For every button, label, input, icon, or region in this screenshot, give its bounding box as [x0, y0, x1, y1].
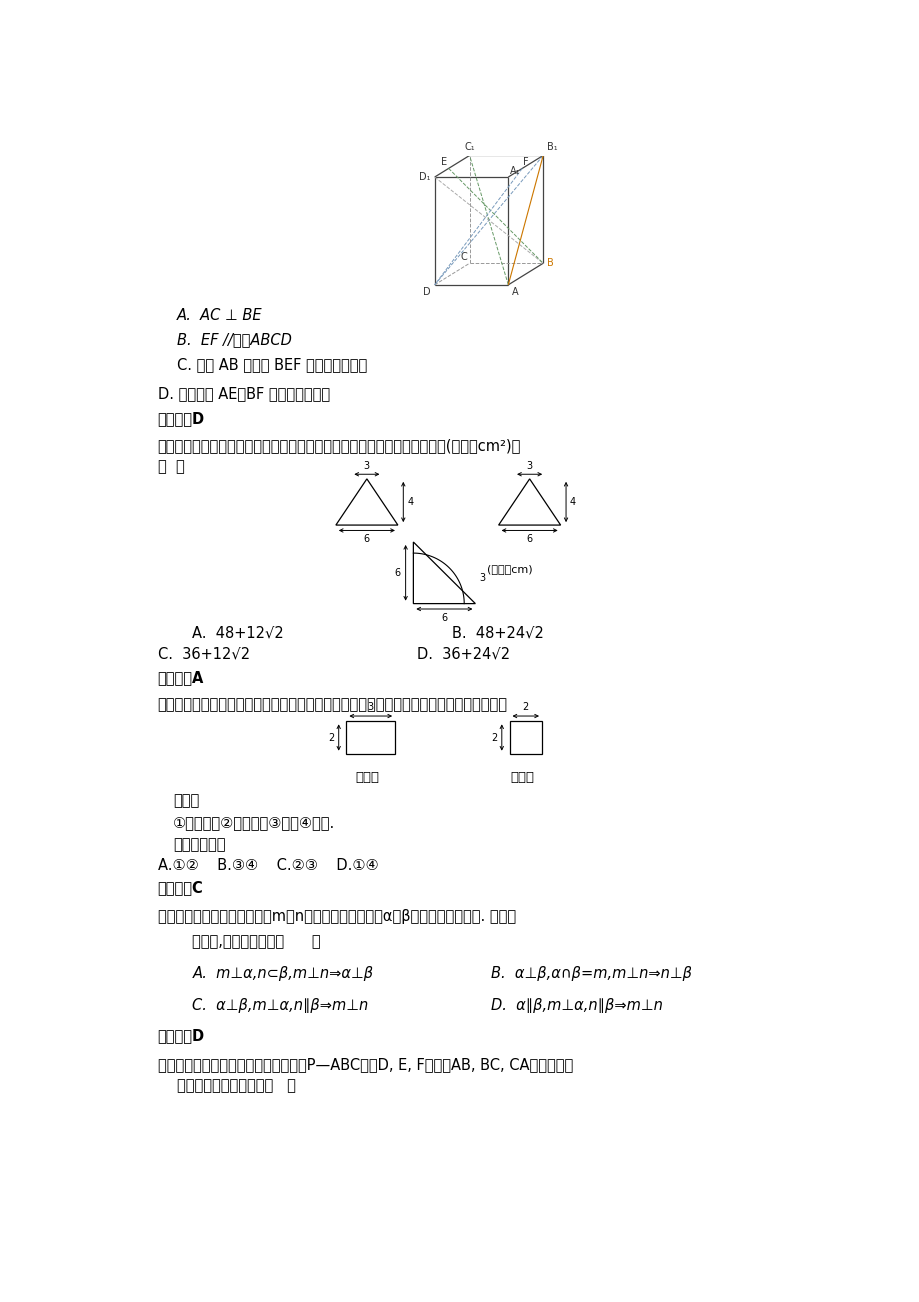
Text: C. 直线 AB 与平面 BEF 所成的角为定值: C. 直线 AB 与平面 BEF 所成的角为定值: [176, 357, 367, 372]
Text: A₁: A₁: [510, 165, 520, 176]
Text: 6: 6: [526, 534, 532, 544]
Text: 4: 4: [569, 497, 575, 506]
Text: 3: 3: [479, 573, 485, 583]
Text: 正视图: 正视图: [355, 771, 379, 784]
Text: 面四个结论中不成立的（   ）: 面四个结论中不成立的（ ）: [176, 1078, 296, 1094]
Text: B.  48+24√2: B. 48+24√2: [451, 625, 543, 641]
Text: 【答案】D: 【答案】D: [157, 411, 205, 426]
Text: C.  36+12√2: C. 36+12√2: [157, 647, 249, 661]
Text: D.  α∥β,m⊥α,n∥β⇒m⊥n: D. α∥β,m⊥α,n∥β⇒m⊥n: [491, 999, 662, 1013]
Text: A.  48+12√2: A. 48+12√2: [192, 625, 284, 641]
Text: B.  EF //平面ABCD: B. EF //平面ABCD: [176, 332, 291, 348]
Text: D₁: D₁: [419, 172, 430, 182]
Text: 侧视图: 侧视图: [510, 771, 534, 784]
Text: A: A: [512, 286, 518, 297]
Text: 【临川十中度上学期期末】在正四面体P—ABC中，D, E, F分别是AB, BC, CA的中点，下: 【临川十中度上学期期末】在正四面体P—ABC中，D, E, F分别是AB, BC…: [157, 1057, 573, 1072]
Text: 2: 2: [491, 733, 496, 742]
Text: B₁: B₁: [547, 142, 557, 151]
Text: 3: 3: [363, 461, 369, 471]
Text: 【临川十中度上学期期末】设m、n是两条不同的直线，α、β是两个不同的平面. 考察下: 【临川十中度上学期期末】设m、n是两条不同的直线，α、β是两个不同的平面. 考察…: [157, 909, 516, 924]
Text: C: C: [460, 253, 467, 262]
Text: 4: 4: [407, 497, 413, 506]
Text: D: D: [423, 286, 430, 297]
Text: 【安师大附中高三第五次模拟】一个棱锥的三视图如图，则该棱锥的全面积(单位：cm²)为: 【安师大附中高三第五次模拟】一个棱锥的三视图如图，则该棱锥的全面积(单位：cm²…: [157, 437, 520, 453]
Text: ①长方形；②正方形；③圆；④椭圆.: ①长方形；②正方形；③圆；④椭圆.: [173, 815, 335, 831]
Text: A.①②    B.③④    C.②③    D.①④: A.①② B.③④ C.②③ D.①④: [157, 858, 378, 874]
Text: 【答案】A: 【答案】A: [157, 669, 204, 685]
Text: D.  36+24√2: D. 36+24√2: [417, 647, 510, 661]
Text: 【江西省赣州市上学期高三期末】一个简单几何体的正视图、侧视图如图，则其俯视图不可: 【江西省赣州市上学期高三期末】一个简单几何体的正视图、侧视图如图，则其俯视图不可: [157, 697, 507, 712]
Text: (单位：cm): (单位：cm): [486, 564, 532, 574]
Text: 2: 2: [327, 733, 334, 742]
Text: 列命题,其中真命题是（      ）: 列命题,其中真命题是（ ）: [192, 934, 321, 949]
Text: 【答案】D: 【答案】D: [157, 1027, 205, 1043]
Text: E: E: [440, 158, 447, 167]
Text: A.  m⊥α,n⊂β,m⊥n⇒α⊥β: A. m⊥α,n⊂β,m⊥n⇒α⊥β: [192, 966, 373, 982]
Text: 2: 2: [522, 702, 528, 712]
Text: D. 异面直线 AE，BF 所成的角为定值: D. 异面直线 AE，BF 所成的角为定值: [157, 387, 329, 401]
Text: 【答案】C: 【答案】C: [157, 880, 203, 894]
Text: 6: 6: [363, 534, 369, 544]
Text: B.  α⊥β,α∩β=m,m⊥n⇒n⊥β: B. α⊥β,α∩β=m,m⊥n⇒n⊥β: [491, 966, 691, 982]
Bar: [509, 721, 541, 754]
Text: 3: 3: [368, 702, 373, 712]
Text: B: B: [547, 258, 553, 268]
Text: A.  AC ⊥ BE: A. AC ⊥ BE: [176, 309, 262, 323]
Text: 6: 6: [441, 613, 447, 622]
Bar: [346, 721, 394, 754]
Text: 3: 3: [526, 461, 532, 471]
Text: 6: 6: [394, 568, 401, 578]
Text: F: F: [523, 158, 528, 167]
Text: 其中正确的是: 其中正确的是: [173, 837, 225, 852]
Text: C₁: C₁: [464, 142, 474, 151]
Text: C.  α⊥β,m⊥α,n∥β⇒m⊥n: C. α⊥β,m⊥α,n∥β⇒m⊥n: [192, 999, 369, 1013]
Text: 能为：: 能为：: [173, 794, 199, 809]
Text: （  ）: （ ）: [157, 460, 184, 475]
